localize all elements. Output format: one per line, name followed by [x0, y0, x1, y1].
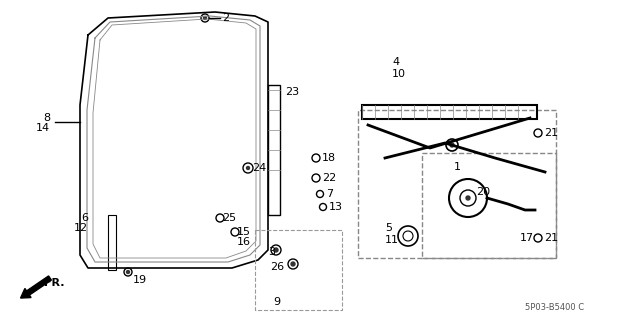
Text: 10: 10 — [392, 69, 406, 79]
Text: 25: 25 — [222, 213, 236, 223]
Text: 16: 16 — [237, 237, 251, 247]
Text: 8: 8 — [43, 113, 50, 123]
Text: 17: 17 — [520, 233, 534, 243]
FancyArrow shape — [20, 276, 51, 298]
Text: 5P03-B5400 C: 5P03-B5400 C — [525, 303, 584, 313]
Text: 4: 4 — [392, 57, 399, 67]
Circle shape — [274, 248, 278, 252]
Text: 14: 14 — [36, 123, 50, 133]
Circle shape — [466, 196, 470, 200]
Circle shape — [450, 143, 454, 147]
Bar — [268, 85, 280, 215]
Text: 24: 24 — [252, 163, 266, 173]
Circle shape — [246, 167, 250, 169]
Text: 15: 15 — [237, 227, 251, 237]
Bar — [108, 215, 116, 270]
Text: 2: 2 — [222, 13, 229, 23]
Text: 13: 13 — [329, 202, 343, 212]
Text: 6: 6 — [81, 213, 88, 223]
Text: 26: 26 — [270, 262, 284, 272]
Text: 20: 20 — [476, 187, 490, 197]
Bar — [422, 153, 556, 258]
Text: 22: 22 — [322, 173, 336, 183]
Text: 23: 23 — [285, 87, 299, 97]
Text: 9: 9 — [273, 297, 280, 307]
Text: 1: 1 — [454, 162, 461, 172]
Text: 3: 3 — [268, 247, 275, 257]
Text: 21: 21 — [544, 233, 558, 243]
Text: FR.: FR. — [44, 278, 65, 288]
Bar — [358, 110, 556, 258]
Text: 21: 21 — [544, 128, 558, 138]
Circle shape — [204, 17, 207, 19]
Text: 18: 18 — [322, 153, 336, 163]
Text: 11: 11 — [385, 235, 399, 245]
Circle shape — [291, 262, 295, 266]
Text: 5: 5 — [385, 223, 392, 233]
Bar — [362, 105, 537, 119]
Text: 12: 12 — [74, 223, 88, 233]
Text: 7: 7 — [326, 189, 333, 199]
Circle shape — [127, 271, 129, 273]
Text: 19: 19 — [133, 275, 147, 285]
